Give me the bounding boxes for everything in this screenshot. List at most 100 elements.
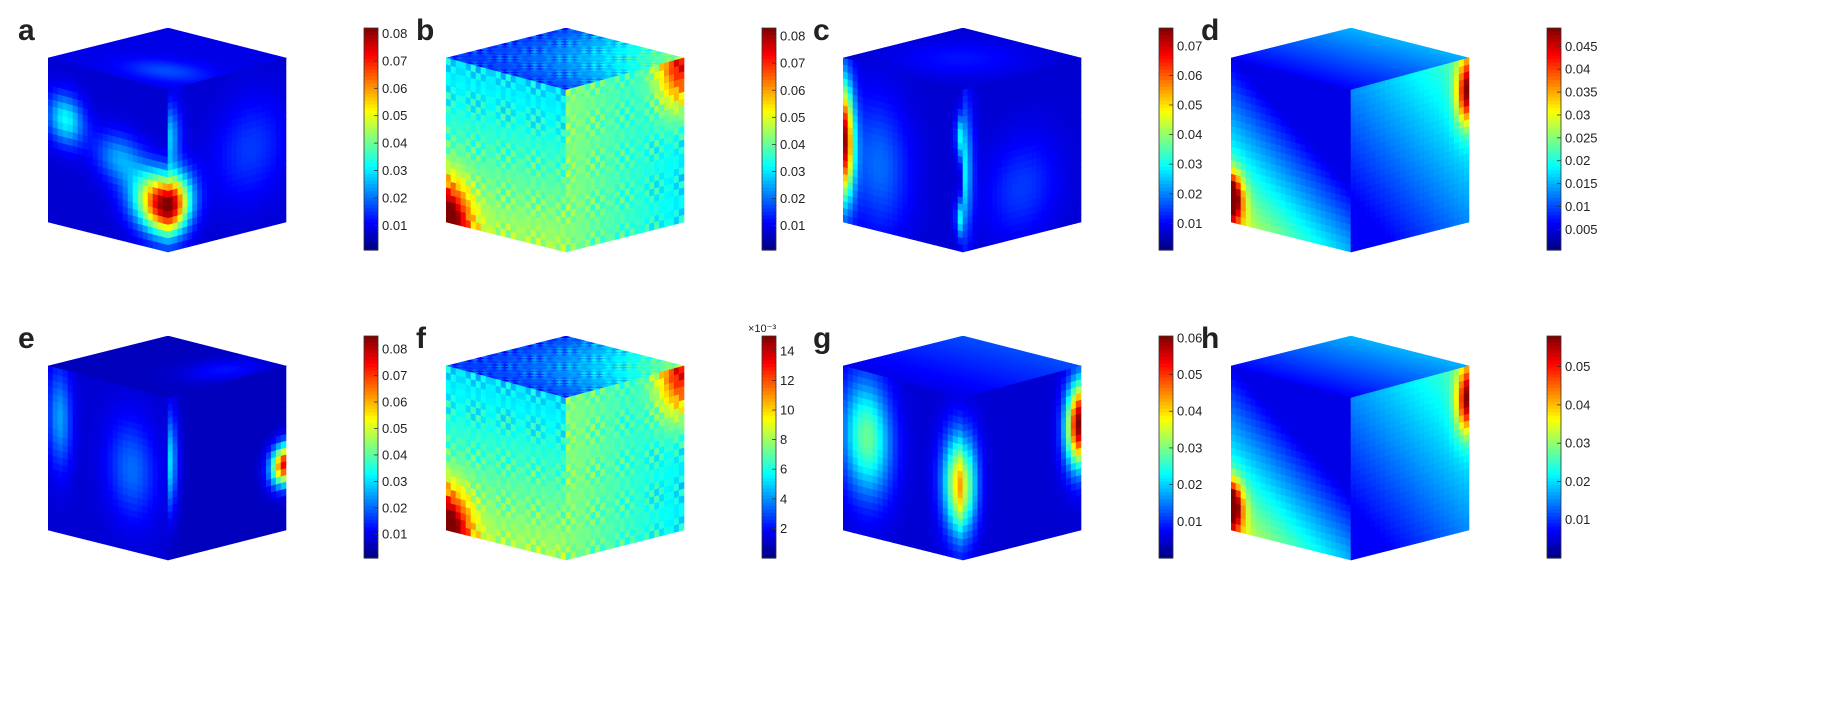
colorbar-segment [762,156,776,161]
colorbar-segment [762,145,776,151]
colorbar-segment [364,118,378,123]
colorbar-tick-label: 0.08 [382,26,407,41]
colorbar-segment [762,184,776,189]
colorbar-frame [761,27,777,251]
cube-right-cell [678,214,685,224]
cube-left-cell [505,229,512,239]
colorbar-segment [762,125,776,130]
panel-c: c 0.01 0.02 0.03 0.04 0.05 0.06 0.07 [795,0,1235,330]
colorbar-tick-label: 0.02 [382,190,407,205]
colorbar-segment [762,66,776,71]
colorbar-segment [364,90,378,95]
cube-right-cell [644,223,650,233]
colorbar-segment [762,93,776,98]
colorbar-segment [762,197,776,203]
colorbar-segment [762,232,776,237]
cube-left-cell [952,242,959,252]
panel-a: a 0.01 0.02 0.03 0.04 0.05 0.06 0.07 0.08 [0,0,440,330]
colorbar-segment [762,204,776,209]
colorbar-tick-label: 0.04 [780,137,805,152]
panel-label: a [18,14,35,47]
cube-left-cell [560,243,567,253]
colorbar-segment [762,152,776,157]
cube-left-cell [465,219,472,229]
colorbar-segment [762,59,776,64]
colorbar-segment [364,76,378,81]
cube-right-cell [967,242,974,252]
panel-label: c [813,14,830,47]
colorbar-segment [762,215,776,220]
cube-right-cell [231,227,238,237]
cube-left-cell [922,234,929,244]
colorbar-segment [762,41,776,46]
cube-right-cell [197,236,203,245]
colorbar-segment [364,152,378,157]
cube-right-cell [226,228,233,238]
cube-left-cell [902,229,909,239]
cube-left-cell [942,239,949,249]
colorbar-segment [762,191,776,196]
cube-right-cell [629,227,636,237]
colorbar-segment [364,100,378,105]
cube-left-cell [912,232,919,242]
cube-right-cell [207,233,213,243]
colorbar-segment [762,97,776,102]
cube-right-cell [585,238,591,248]
colorbar-segment [364,73,378,78]
cube-right-cell [619,229,626,239]
colorbar-segment [762,100,776,105]
colorbar-segment [762,111,776,116]
cube-left-cell [62,218,69,228]
cube-left-cell [460,218,467,228]
colorbar-segment [364,218,378,223]
cube-left-cell [847,216,854,225]
cube-right-cell [192,237,198,247]
colorbar-segment [762,45,776,50]
colorbar-segment [762,107,776,112]
colorbar-segment [364,243,378,248]
colorbar-segment [364,139,378,144]
cube-left-cell [852,217,859,227]
cube-left-cell [490,226,497,235]
cube-left-cell [147,239,154,249]
colorbar-segment [364,170,378,175]
colorbar-segment [762,28,776,33]
cube-right-cell [590,237,596,247]
cube-right-cell [614,231,621,240]
colorbar-segment [364,191,378,196]
colorbar-segment [762,246,776,251]
cube-right-cell [977,239,983,249]
cube-left-cell [67,219,74,229]
cube-left-cell [550,241,557,250]
cube-right-cell [972,241,979,250]
colorbar-segment [364,107,378,112]
colorbar-tick-label: 0.04 [382,136,407,151]
cube-surface [843,28,1083,253]
cube-right-cell [605,233,611,243]
cube-right-cell [595,236,601,245]
colorbar-segment [364,48,378,53]
cube-right-cell [600,234,606,244]
cube-right-cell [987,237,993,247]
cube-left-cell [877,223,884,233]
cube-left-cell [122,233,129,243]
cube-left-cell [530,236,537,245]
colorbar-segment [364,156,378,161]
cube-left-cell [937,238,944,248]
cube-right-cell [654,221,660,230]
colorbar-tick-label: 0.06 [382,81,407,96]
cube-left-cell [927,236,934,245]
cube-left-cell [947,241,954,250]
cube-left-cell [450,216,457,225]
cube-left-cell [520,233,527,243]
panel-label: b [416,14,435,47]
colorbar-segment [364,52,378,57]
colorbar-segment [762,104,776,109]
cube-right-cell [634,226,641,235]
colorbar-segment [364,232,378,237]
cube-right-cell [1002,233,1008,243]
cube-right-cell [580,239,586,249]
cube-left-cell [843,214,849,224]
colorbar-segment [364,38,378,43]
cube-left-cell [500,228,507,238]
